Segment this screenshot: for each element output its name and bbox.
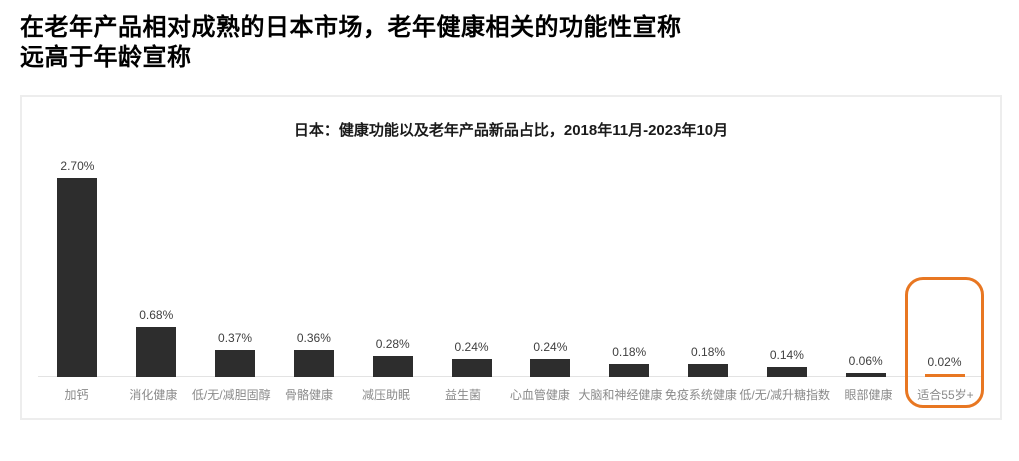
bar-value-label: 0.18% — [612, 345, 647, 359]
category-label: 骨骼健康 — [285, 388, 334, 402]
category-label: 消化健康 — [129, 388, 178, 402]
bar — [766, 367, 807, 377]
bar-value-label: 0.68% — [139, 308, 174, 322]
bar — [136, 327, 177, 377]
category-label: 眼部健康 — [844, 388, 893, 402]
bar-value-label: 0.14% — [769, 348, 804, 362]
bar-value-label: 0.02% — [927, 355, 962, 369]
chart-column: 0.24% — [432, 145, 511, 377]
bar-value-label: 0.18% — [691, 345, 726, 359]
chart-column: 0.06% — [826, 145, 905, 377]
bar — [845, 373, 886, 377]
chart-column: 0.02% — [905, 145, 984, 377]
chart-column: 0.68% — [117, 145, 196, 377]
category-label: 免疫系统健康 — [664, 388, 737, 402]
bar-highlighted — [924, 374, 965, 377]
chart-column: 0.14% — [747, 145, 826, 377]
bar-value-label: 2.70% — [60, 159, 95, 173]
bar — [215, 350, 256, 377]
page-title-line-1: 在老年产品相对成熟的日本市场，老年健康相关的功能性宣称 — [20, 14, 682, 41]
x-axis-line — [38, 376, 984, 377]
bar — [293, 350, 334, 377]
category-label: 低/无/减胆固醇 — [191, 388, 271, 402]
chart-column: 0.18% — [669, 145, 748, 377]
chart-column: 2.70% — [38, 145, 117, 377]
chart-column: 0.36% — [274, 145, 353, 377]
bar-value-label: 0.28% — [375, 337, 410, 351]
category-label: 益生菌 — [444, 388, 481, 402]
category-label: 大脑和神经健康 — [578, 388, 663, 402]
chart-column: 0.37% — [196, 145, 275, 377]
bar-value-label: 0.24% — [533, 340, 568, 354]
bar — [372, 356, 413, 377]
bar — [451, 359, 492, 377]
bar-value-label: 0.36% — [296, 331, 331, 345]
category-label: 加钙 — [64, 388, 89, 402]
category-label: 减压助眠 — [362, 388, 411, 402]
category-label: 低/无/减升糖指数 — [739, 388, 831, 402]
bar — [57, 178, 98, 377]
category-label: 心血管健康 — [509, 388, 570, 402]
bar-value-label: 0.06% — [848, 354, 883, 368]
chart-column: 0.24% — [511, 145, 590, 377]
chart-column: 0.18% — [590, 145, 669, 377]
page-title-line-2: 远高于年龄宣称 — [20, 44, 192, 71]
chart-panel: 日本：健康功能以及老年产品新品占比，2018年11月-2023年10月 2.70… — [20, 95, 1002, 420]
category-label: 适合55岁+ — [917, 388, 974, 402]
bar-value-label: 0.37% — [218, 331, 253, 345]
plot-area: 2.70% 0.68% 0.37% 0.36% 0.28% 0.24% 0.24% 0.18%… — [38, 145, 984, 377]
bar — [688, 364, 729, 377]
chart-title: 日本：健康功能以及老年产品新品占比，2018年11月-2023年10月 — [293, 122, 729, 139]
category-axis: 加钙 消化健康 低/无/减胆固醇 骨骼健康 减压助眠 益生菌 心血管健康 大脑和神经健康 免疫系… — [38, 377, 984, 403]
bar-value-label: 0.24% — [454, 340, 489, 354]
chart-body: 2.70% 0.68% 0.37% 0.36% 0.28% 0.24% 0.24% 0.18%… — [22, 145, 1000, 411]
page-title: 在老年产品相对成熟的日本市场，老年健康相关的功能性宣称 远高于年龄宣称 — [20, 13, 999, 73]
page: 在老年产品相对成熟的日本市场，老年健康相关的功能性宣称 远高于年龄宣称 日本：健… — [0, 13, 1019, 461]
bar — [530, 359, 571, 377]
chart-column: 0.28% — [353, 145, 432, 377]
bar — [609, 364, 650, 377]
